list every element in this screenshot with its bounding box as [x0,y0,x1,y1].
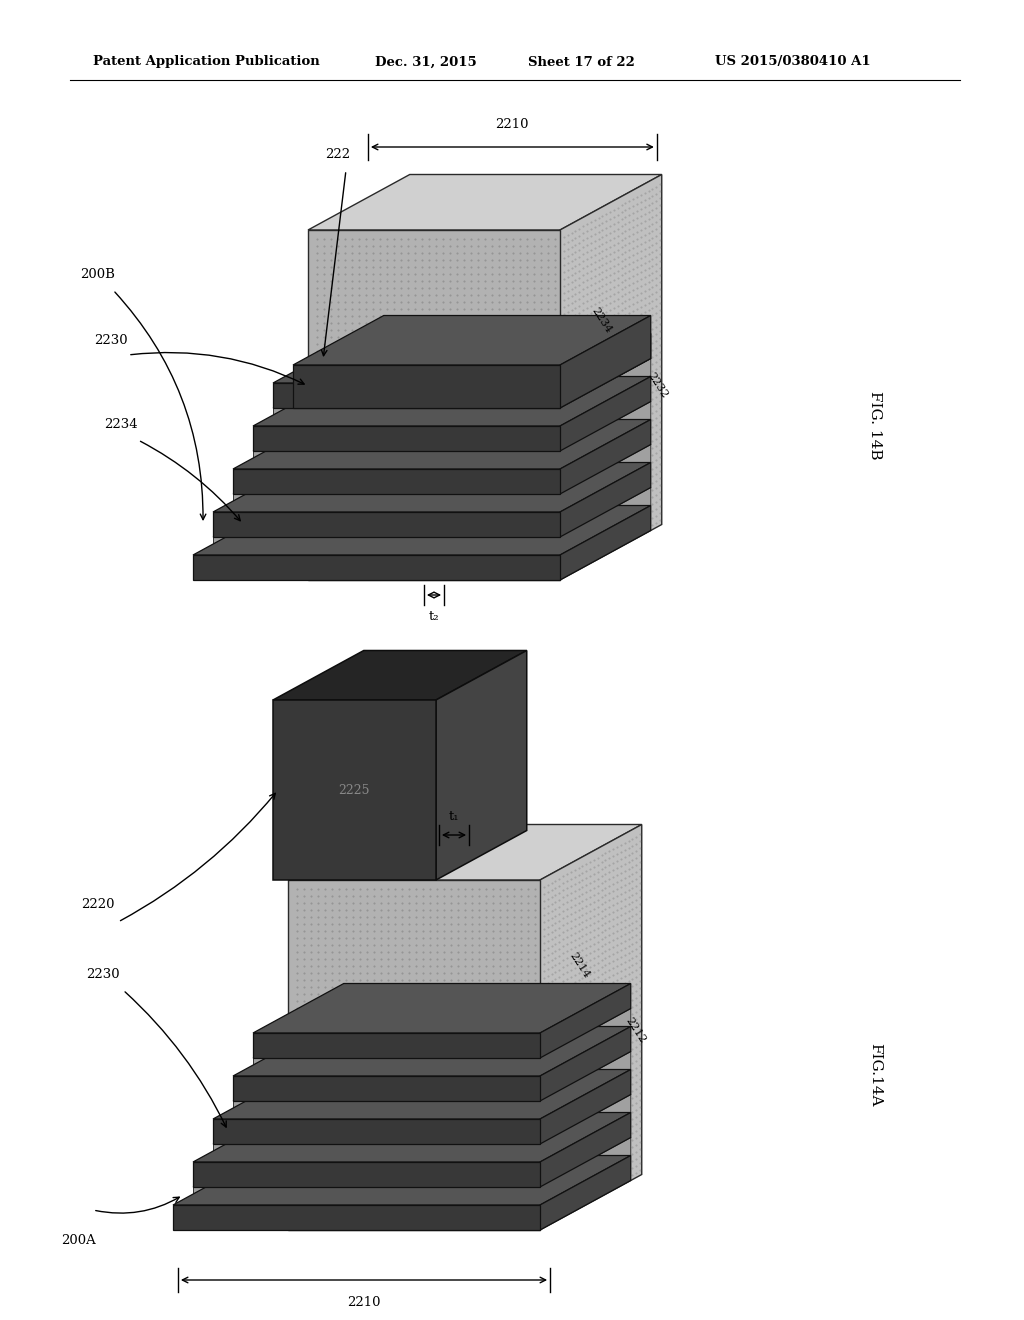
Polygon shape [540,1008,631,1076]
Text: 2232: 2232 [646,371,670,400]
Text: t₂: t₂ [429,610,439,623]
Polygon shape [273,408,560,426]
Polygon shape [193,1138,631,1187]
Polygon shape [233,445,650,494]
Polygon shape [193,1113,631,1162]
Polygon shape [540,1113,631,1187]
Polygon shape [233,1052,631,1101]
Polygon shape [233,1027,631,1076]
Polygon shape [173,1155,631,1205]
Polygon shape [273,334,650,383]
Polygon shape [560,506,650,579]
Polygon shape [233,420,650,469]
Polygon shape [560,462,650,537]
Polygon shape [273,383,560,408]
Polygon shape [560,445,650,512]
Polygon shape [540,1027,631,1101]
Polygon shape [540,1138,631,1205]
Polygon shape [540,1094,631,1162]
Polygon shape [540,825,642,1230]
Text: FIG. 14B: FIG. 14B [868,391,882,459]
Polygon shape [193,554,560,579]
Text: US 2015/0380410 A1: US 2015/0380410 A1 [715,55,870,69]
Polygon shape [560,420,650,494]
Polygon shape [213,487,650,537]
Polygon shape [213,537,560,554]
Polygon shape [560,334,650,408]
Text: 200A: 200A [60,1233,95,1246]
Polygon shape [253,376,650,426]
Text: 2220: 2220 [81,899,115,912]
Polygon shape [233,494,560,512]
Text: 200B: 200B [81,268,116,281]
Polygon shape [540,983,631,1059]
Polygon shape [253,1008,631,1059]
Polygon shape [253,426,560,451]
Text: 2214: 2214 [568,950,592,979]
Polygon shape [253,1059,540,1076]
Polygon shape [293,315,650,366]
Polygon shape [288,825,642,880]
Polygon shape [540,1069,631,1144]
Polygon shape [213,1069,631,1119]
Polygon shape [233,469,560,494]
Polygon shape [560,315,650,408]
Polygon shape [253,451,560,469]
Text: Dec. 31, 2015: Dec. 31, 2015 [375,55,477,69]
Polygon shape [213,512,560,537]
Polygon shape [253,401,650,451]
Text: 2210: 2210 [496,117,529,131]
Text: Patent Application Publication: Patent Application Publication [93,55,319,69]
Polygon shape [540,1155,631,1230]
Text: 222: 222 [326,149,350,161]
Polygon shape [253,1034,540,1059]
Polygon shape [560,174,662,579]
Polygon shape [273,359,650,408]
Polygon shape [308,230,560,579]
Polygon shape [560,487,650,554]
Polygon shape [273,651,526,700]
Text: 2225: 2225 [338,784,370,796]
Polygon shape [560,401,650,469]
Polygon shape [213,1094,631,1144]
Polygon shape [436,651,526,880]
Polygon shape [273,700,436,880]
Polygon shape [253,983,631,1034]
Text: 2230: 2230 [94,334,128,346]
Text: FIG.14A: FIG.14A [868,1043,882,1106]
Text: 2230: 2230 [86,969,120,982]
Text: t₁: t₁ [449,810,459,824]
Polygon shape [173,1205,540,1230]
Text: 2212: 2212 [624,1015,648,1044]
Polygon shape [560,359,650,426]
Polygon shape [233,1101,540,1119]
Polygon shape [540,1052,631,1119]
Text: Sheet 17 of 22: Sheet 17 of 22 [528,55,635,69]
Polygon shape [213,462,650,512]
Polygon shape [233,1076,540,1101]
Polygon shape [193,1187,540,1205]
Text: 2210: 2210 [347,1295,381,1308]
Polygon shape [288,880,540,1230]
Polygon shape [193,506,650,554]
Polygon shape [213,1119,540,1144]
Text: 2234: 2234 [104,418,138,432]
Polygon shape [308,174,662,230]
Text: 2234: 2234 [590,305,614,335]
Polygon shape [560,376,650,451]
Polygon shape [293,366,560,408]
Polygon shape [193,1162,540,1187]
Polygon shape [213,1144,540,1162]
